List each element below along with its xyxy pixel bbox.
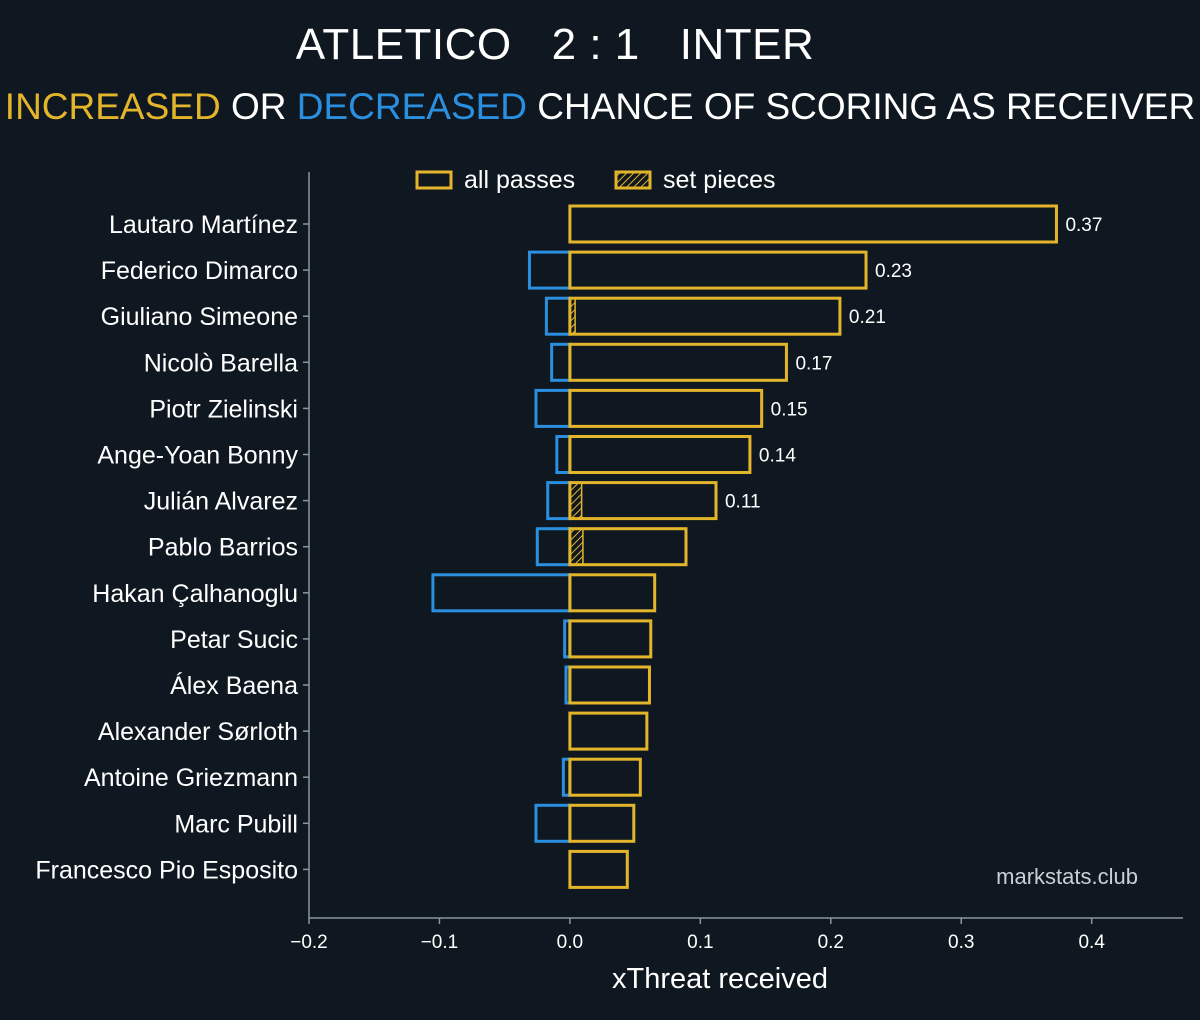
match-score: 2 : 1: [551, 20, 640, 69]
axes-group: Lautaro Martínez Federico Dimarco Giuliano…: [35, 172, 1183, 953]
category-label: Marc Pubill: [174, 810, 298, 838]
category-label: Ange-Yoan Bonny: [97, 442, 298, 470]
decreased-bar: [431, 573, 572, 613]
all-passes-bar: [568, 342, 788, 382]
all-passes-bar: [568, 665, 651, 705]
decreased-bar: [535, 527, 572, 567]
x-tick-label: 0.0: [557, 932, 583, 953]
category-label: Álex Baena: [170, 671, 298, 700]
legend-all-passes-swatch: [415, 170, 453, 190]
data-label: 0.14: [759, 446, 796, 467]
subtitle-rest: CHANCE OF SCORING AS RECEIVER: [527, 86, 1196, 127]
chart-legend: all passes set pieces: [415, 166, 776, 194]
x-tick-label: −0.1: [421, 932, 459, 953]
subtitle-increased: INCREASED: [4, 86, 221, 127]
set-pieces-bar: [569, 527, 584, 566]
decreased-bar: [555, 435, 572, 474]
set-pieces-bar: [569, 481, 583, 520]
all-passes-bar: [568, 435, 752, 474]
all-passes-bar: [568, 481, 718, 521]
data-label: 0.21: [849, 307, 886, 328]
watermark: markstats.club: [996, 864, 1138, 889]
all-passes-bar: [568, 619, 653, 659]
all-passes-bar: [568, 388, 764, 428]
category-label: Federico Dimarco: [101, 257, 298, 285]
category-label: Pablo Barrios: [148, 534, 298, 562]
x-tick-label: 0.1: [687, 932, 713, 953]
x-axis-label: xThreat received: [612, 963, 828, 995]
all-passes-bar: [568, 573, 657, 613]
category-label: Piotr Zielinski: [149, 395, 298, 423]
all-passes-bar: [568, 527, 688, 567]
chart-title: ATLETICO 2 : 1 INTER: [0, 20, 1110, 70]
category-label: Francesco Pio Esposito: [35, 856, 298, 884]
subtitle-decreased: DECREASED: [296, 86, 528, 127]
category-label: Alexander Sørloth: [98, 718, 298, 746]
all-passes-bar: [568, 204, 1058, 244]
data-label: 0.17: [795, 353, 832, 374]
subtitle-or: OR: [220, 86, 297, 127]
home-team: ATLETICO: [295, 20, 512, 69]
legend-all-passes-label: all passes: [464, 166, 575, 194]
all-passes-bar: [568, 757, 642, 797]
x-tick-label: 0.2: [818, 932, 844, 953]
decreased-bar: [546, 481, 572, 521]
chart-subtitle: INCREASED OR DECREASED CHANCE OF SCORING…: [0, 86, 1200, 128]
decreased-bar: [544, 296, 572, 336]
category-label: Nicolò Barella: [144, 349, 298, 377]
data-label: 0.11: [725, 492, 761, 513]
all-passes-bar: [568, 803, 636, 843]
data-label: 0.23: [875, 261, 912, 282]
x-tick-label: 0.4: [1078, 932, 1105, 953]
decreased-bar: [527, 250, 572, 290]
bars-group: 0.37 0.23 0.21 0.17 0.15 0.14 0.11: [431, 204, 1102, 889]
data-label: 0.37: [1065, 215, 1102, 236]
category-label: Antoine Griezmann: [84, 764, 298, 792]
decreased-bar: [534, 388, 572, 428]
decreased-bar: [534, 803, 572, 843]
category-label: Petar Sucic: [170, 626, 298, 654]
all-passes-bar: [568, 849, 629, 889]
all-passes-bar: [568, 711, 649, 751]
all-passes-bar: [568, 296, 842, 336]
all-passes-bar: [568, 250, 868, 290]
data-label: 0.15: [771, 399, 808, 420]
category-label: Julián Alvarez: [144, 488, 298, 516]
category-label: Hakan Çalhanoglu: [92, 580, 298, 608]
away-team: INTER: [679, 20, 815, 69]
category-label: Giuliano Simeone: [101, 303, 298, 331]
x-tick-label: 0.3: [948, 932, 974, 953]
category-label: Lautaro Martínez: [109, 211, 298, 239]
legend-set-pieces-swatch: [614, 170, 652, 190]
decreased-bar: [550, 342, 572, 382]
legend-set-pieces-label: set pieces: [663, 166, 776, 194]
x-tick-label: −0.2: [290, 932, 328, 953]
